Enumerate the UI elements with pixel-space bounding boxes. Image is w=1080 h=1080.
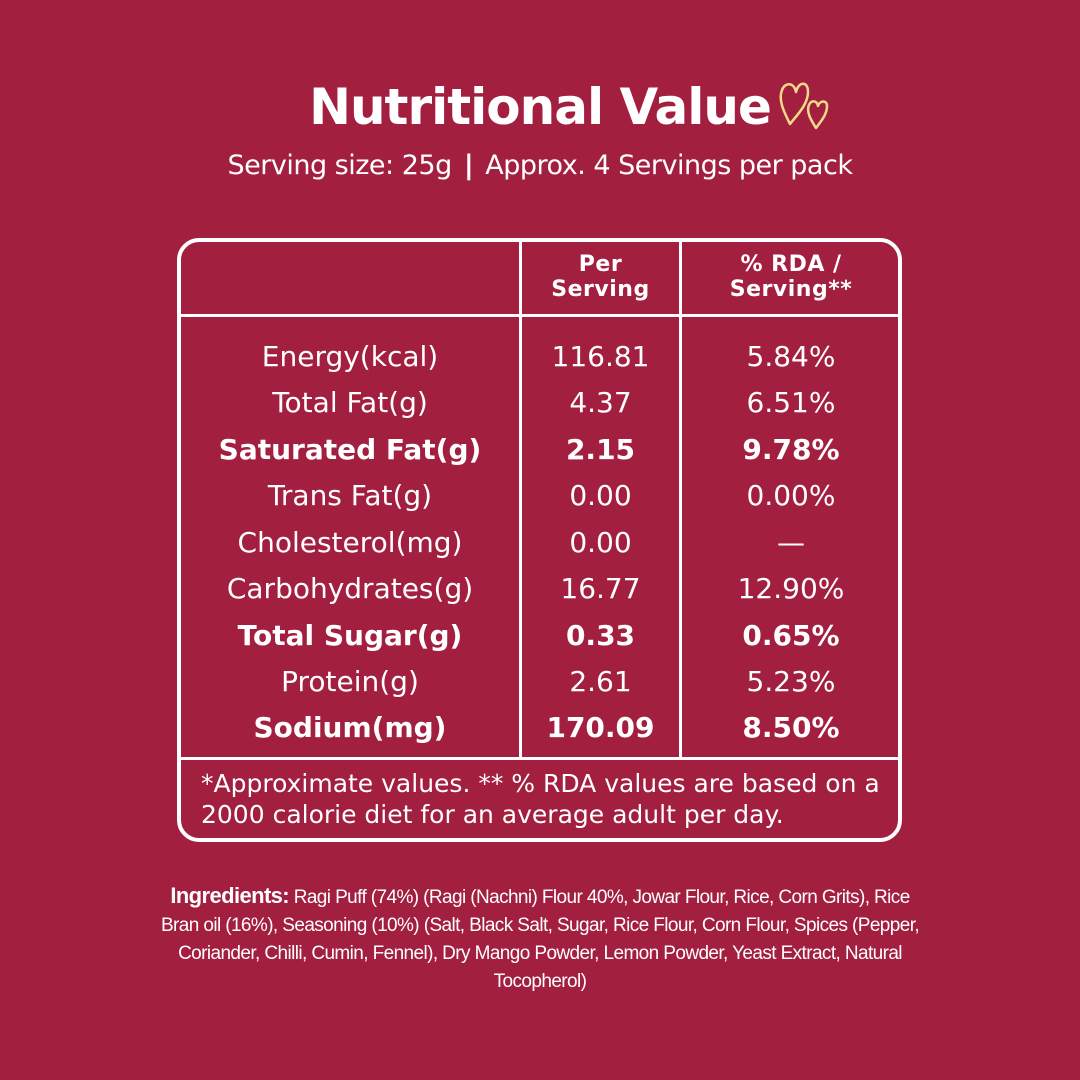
per-serving-value: 16.77 (560, 572, 641, 605)
nutrient-name: Protein(g) (281, 665, 419, 698)
rda-value: 6.51% (746, 386, 836, 419)
column-header-line: % RDA / (740, 252, 842, 277)
hearts-decoration (776, 72, 836, 132)
nutrient-name: Total Sugar(g) (237, 619, 463, 652)
rda-value: 0.65% (742, 619, 840, 652)
table-row: Total Sugar(g) 0.33 0.65% (181, 613, 898, 659)
rda-value: 12.90% (737, 572, 845, 605)
column-divider (519, 242, 522, 760)
servings-per-pack: Approx. 4 Servings per pack (485, 150, 853, 181)
table-row: Carbohydrates(g) 16.77 12.90% (181, 566, 898, 612)
nutrient-name: Total Fat(g) (272, 386, 428, 419)
per-serving-value: 0.33 (565, 619, 636, 652)
per-serving-value: 0.00 (569, 526, 632, 559)
table-row: Cholesterol(mg) 0.00 — (181, 520, 898, 566)
serving-separator: | (463, 150, 474, 181)
nutrient-name: Energy(kcal) (261, 340, 439, 373)
rda-value: 5.84% (746, 340, 836, 373)
header-divider (181, 314, 898, 317)
ingredients-label: Ingredients: (170, 883, 290, 908)
ingredients-section: Ingredients: Ragi Puff (74%) (Ragi (Nach… (150, 882, 930, 996)
column-divider (679, 242, 682, 760)
column-header-line: Per (578, 252, 623, 277)
serving-size: Serving size: 25g (227, 150, 453, 181)
column-header-line: Serving** (729, 277, 853, 302)
table-row: Saturated Fat(g) 2.15 9.78% (181, 427, 898, 473)
page-title: Nutritional Value (309, 78, 772, 136)
table-row: Total Fat(g) 4.37 6.51% (181, 380, 898, 426)
column-header-line: Serving (551, 277, 650, 302)
serving-info: Serving size: 25g | Approx. 4 Servings p… (0, 150, 1080, 181)
nutrient-name: Saturated Fat(g) (218, 433, 482, 466)
per-serving-value: 0.00 (569, 479, 632, 512)
table-footnote: *Approximate values. ** % RDA values are… (201, 769, 880, 829)
table-row: Energy(kcal) 116.81 5.84% (181, 334, 898, 380)
rda-value: — (777, 526, 805, 559)
rda-value: 9.78% (742, 433, 840, 466)
rda-value: 5.23% (746, 665, 836, 698)
rda-value: 0.00% (746, 479, 836, 512)
nutrient-name: Carbohydrates(g) (226, 572, 474, 605)
per-serving-value: 4.37 (569, 386, 632, 419)
per-serving-value: 2.15 (565, 433, 636, 466)
per-serving-value: 170.09 (546, 711, 655, 744)
column-header-rda: % RDA / Serving** (682, 252, 900, 302)
column-header-per-serving: Per Serving (522, 252, 679, 302)
per-serving-value: 2.61 (569, 665, 632, 698)
nutrient-name: Sodium(mg) (253, 711, 447, 744)
title-area: Nutritional Value (0, 78, 1080, 136)
per-serving-value: 116.81 (551, 340, 650, 373)
nutrient-name: Trans Fat(g) (267, 479, 433, 512)
nutrition-table: Per Serving % RDA / Serving** Energy(kca… (177, 238, 902, 842)
table-row: Protein(g) 2.61 5.23% (181, 659, 898, 705)
footer-divider (181, 757, 898, 760)
ingredients-text: Ragi Puff (74%) (Ragi (Nachni) Flour 40%… (160, 887, 920, 992)
table-row: Sodium(mg) 170.09 8.50% (181, 705, 898, 751)
table-row: Trans Fat(g) 0.00 0.00% (181, 473, 898, 519)
hearts-icon (779, 82, 829, 130)
rda-value: 8.50% (742, 711, 840, 744)
nutrient-name: Cholesterol(mg) (237, 526, 463, 559)
